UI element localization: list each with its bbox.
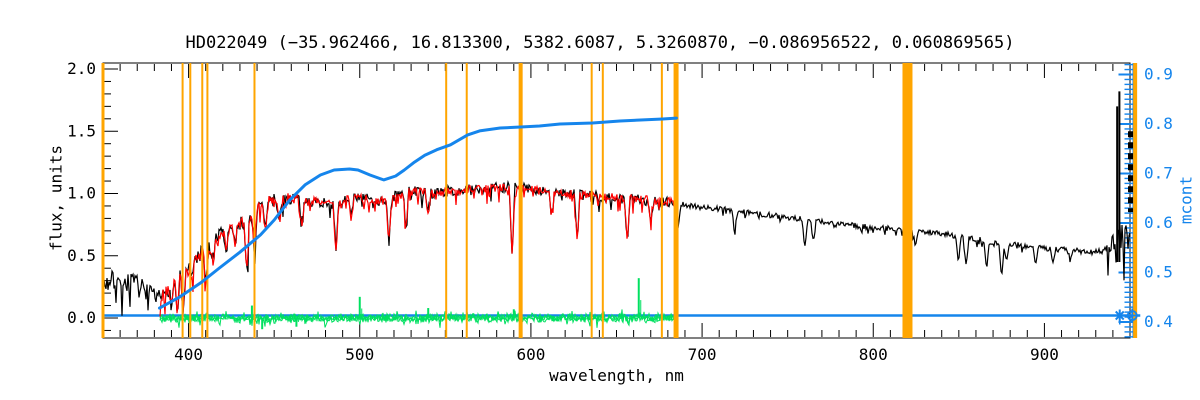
y-left-axis-label: flux, units — [46, 145, 66, 251]
x-tick-label: 700 — [688, 345, 717, 364]
plot-frame — [102, 62, 1131, 339]
x-tick-label: 400 — [174, 345, 203, 364]
edge-artifacts — [1113, 131, 1140, 325]
x-axis-label: wavelength, nm — [549, 366, 684, 385]
residuals-series — [159, 278, 677, 330]
y-right-axis-label: mcont — [1176, 175, 1196, 225]
x-tick-label: 900 — [1030, 345, 1059, 364]
x-tick-label: 800 — [859, 345, 888, 364]
y-left-axis-ticks: 0.0 0.5 1.0 1.5 2.0 — [67, 59, 118, 331]
y-right-tick-label: 0.9 — [1144, 65, 1173, 84]
y-left-tick-label: 2.0 — [67, 59, 96, 78]
template-spectrum-series — [159, 183, 677, 317]
x-tick-label: 600 — [516, 345, 545, 364]
observed-spectrum-series — [102, 91, 1131, 324]
page-title: HD022049 (−35.962466, 16.813300, 5382.60… — [185, 33, 1015, 53]
y-left-tick-label: 0.0 — [67, 308, 96, 327]
y-left-tick-label: 1.0 — [67, 184, 96, 203]
continuum-curve — [158, 116, 678, 310]
y-right-tick-label: 0.6 — [1144, 213, 1173, 232]
y-left-tick-label: 0.5 — [67, 246, 96, 265]
y-right-tick-label: 0.8 — [1144, 114, 1173, 133]
y-right-tick-label: 0.5 — [1144, 263, 1173, 282]
y-right-tick-label: 0.4 — [1144, 312, 1173, 331]
y-left-tick-label: 1.5 — [67, 121, 96, 140]
x-tick-label: 500 — [345, 345, 374, 364]
y-right-axis: 0.4 0.5 0.6 0.7 0.8 0.9 — [1118, 63, 1173, 338]
y-right-tick-label: 0.7 — [1144, 164, 1173, 183]
x-axis-ticks: 400 500 600 700 800 900 — [102, 64, 1131, 364]
marker-lines — [101, 63, 1138, 338]
